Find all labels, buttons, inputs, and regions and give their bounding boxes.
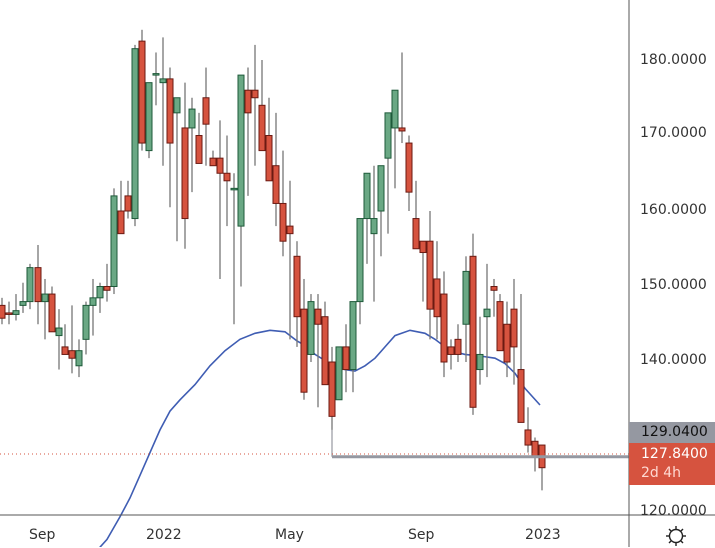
candle <box>321 316 329 386</box>
candle <box>61 346 69 355</box>
candle <box>12 310 20 315</box>
candle <box>314 308 322 325</box>
candle <box>335 346 343 401</box>
horizontal-line[interactable] <box>331 429 629 459</box>
candle <box>412 218 420 250</box>
candle <box>230 187 238 191</box>
candle <box>82 304 90 340</box>
y-tick-label: 160.0000 <box>640 202 707 218</box>
candlesticks <box>0 29 546 491</box>
candle <box>145 82 153 152</box>
candle <box>166 78 174 144</box>
candle <box>265 135 273 182</box>
candle <box>476 353 484 371</box>
candle <box>433 278 441 318</box>
x-tick-label: 2023 <box>525 527 561 543</box>
bar-countdown: 2d 4h <box>641 465 682 481</box>
candle <box>110 195 118 287</box>
candle <box>279 202 287 242</box>
candle <box>517 369 525 423</box>
candle <box>419 240 427 254</box>
candle <box>258 104 266 152</box>
candle <box>237 74 245 227</box>
candle <box>55 327 63 337</box>
candle <box>96 286 104 299</box>
candle <box>300 308 308 393</box>
candle <box>19 301 27 306</box>
candle <box>152 73 160 76</box>
candle <box>510 308 518 348</box>
candle <box>138 40 146 144</box>
candle <box>75 350 83 367</box>
candle <box>377 165 385 212</box>
candle <box>293 255 301 318</box>
x-tick-label: 2022 <box>146 527 182 543</box>
candle <box>384 112 392 159</box>
candle <box>26 267 34 303</box>
last-price-tag: 127.8400 2d 4h <box>629 443 715 485</box>
candle <box>356 218 364 303</box>
candle <box>117 210 125 235</box>
candle <box>181 127 189 220</box>
candle <box>68 350 76 359</box>
candle <box>440 293 448 363</box>
candle <box>272 165 280 204</box>
candle <box>503 323 511 363</box>
horizontal-line-price-tag: 129.0400 <box>629 422 715 443</box>
candle <box>5 312 13 315</box>
y-tick-label: 140.0000 <box>640 352 707 368</box>
candle <box>342 346 350 371</box>
candle <box>307 301 315 355</box>
candle <box>363 172 371 220</box>
candle <box>426 240 434 310</box>
candle <box>469 255 477 408</box>
candle <box>490 286 498 291</box>
candle <box>131 48 139 220</box>
x-tick-label: Sep <box>29 527 56 543</box>
candle <box>209 157 217 167</box>
y-tick-label: 120.0000 <box>640 503 707 515</box>
candle <box>89 297 97 306</box>
x-tick-label: Sep <box>408 527 435 543</box>
candle <box>48 293 56 333</box>
candle <box>483 308 491 318</box>
candle <box>124 195 132 212</box>
candle <box>223 172 231 182</box>
last-price-value: 127.8400 <box>641 446 708 462</box>
candle <box>524 429 532 446</box>
candle <box>41 293 49 303</box>
candle <box>103 286 111 291</box>
y-tick-label: 150.0000 <box>640 277 707 293</box>
candle <box>349 301 357 371</box>
candle <box>370 218 378 235</box>
candle <box>462 270 470 325</box>
gear-icon[interactable] <box>664 524 688 548</box>
candle <box>496 301 504 352</box>
candle <box>159 78 167 84</box>
y-tick-label: 170.0000 <box>640 125 707 141</box>
candle <box>286 225 294 235</box>
candle <box>447 346 455 355</box>
candle <box>405 142 413 193</box>
candle <box>195 135 203 164</box>
x-tick-label: May <box>275 527 304 543</box>
candle <box>454 338 462 355</box>
candle <box>391 89 399 129</box>
candle <box>398 127 406 132</box>
candle <box>328 361 336 417</box>
candle <box>251 89 259 99</box>
candle <box>244 89 252 114</box>
y-tick-label: 180.0000 <box>640 52 707 68</box>
candle <box>173 97 181 114</box>
candle <box>202 97 210 125</box>
candle <box>34 267 42 303</box>
candle <box>0 304 6 319</box>
candle <box>188 108 196 129</box>
candle <box>216 157 224 174</box>
